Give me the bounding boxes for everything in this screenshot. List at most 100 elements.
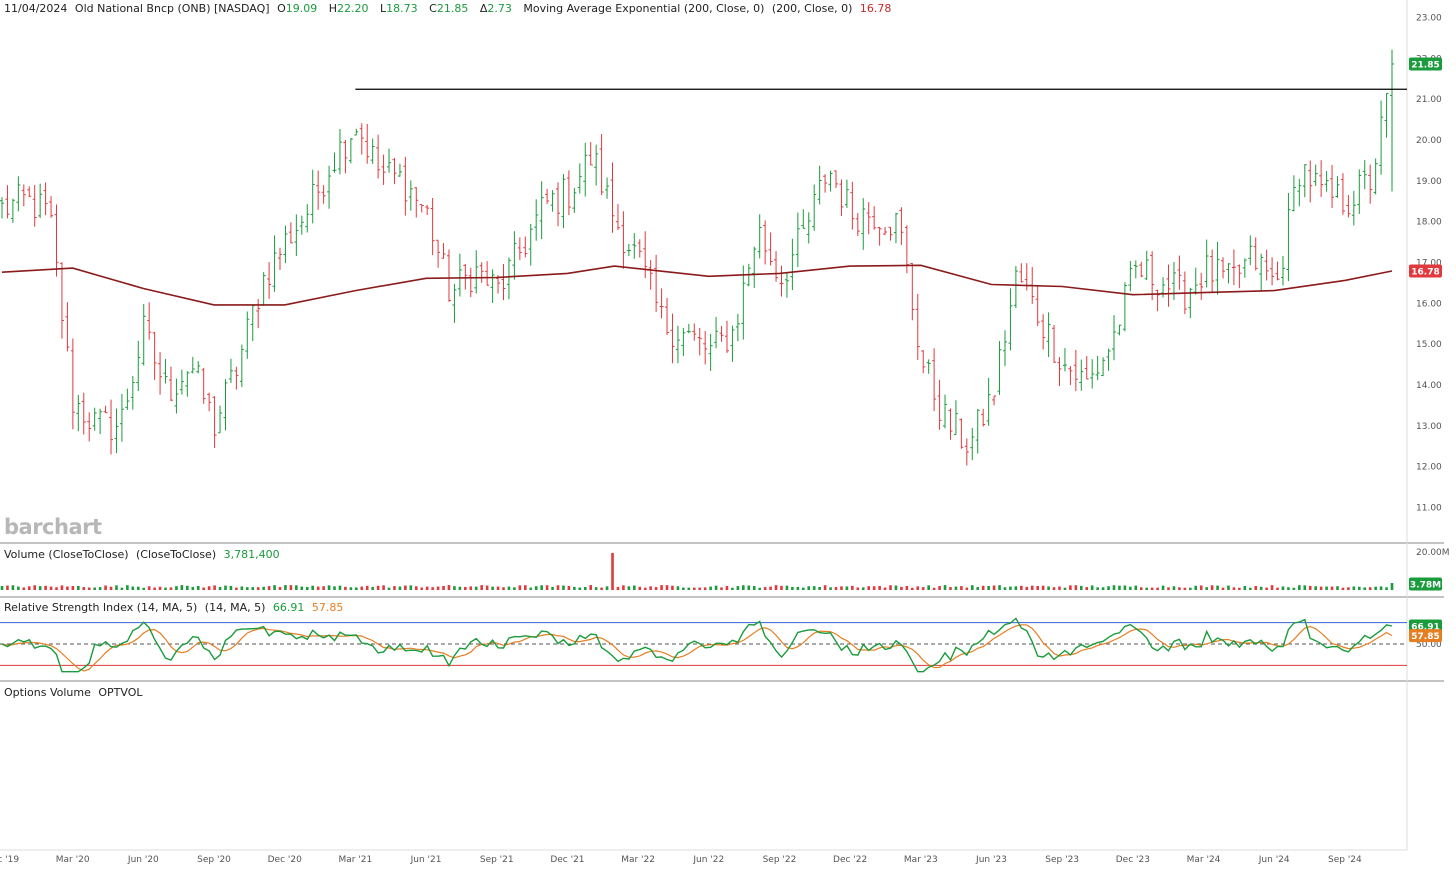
- volume-bar: [218, 586, 222, 590]
- volume-bar: [894, 585, 898, 590]
- volume-bar: [420, 587, 424, 590]
- rsi-title[interactable]: Relative Strength Index (14, MA, 5): [4, 601, 198, 614]
- volume-bar: [1112, 585, 1116, 590]
- volume-bar: [1003, 587, 1007, 590]
- volume-bar: [458, 586, 462, 590]
- volume-bar: [300, 586, 304, 590]
- volume-bar: [1341, 587, 1345, 590]
- time-tick-label: Jun '20: [127, 855, 159, 865]
- volume-bar: [529, 587, 533, 590]
- volume-bar: [1199, 585, 1203, 590]
- volume-bar: [126, 585, 129, 590]
- header-study[interactable]: Moving Average Exponential (200, Close, …: [523, 2, 765, 15]
- volume-bar: [349, 587, 353, 590]
- ema-line-group: [1, 264, 1393, 306]
- volume-bar: [889, 585, 892, 590]
- volume-bar: [698, 587, 702, 590]
- volume-bar: [1325, 586, 1328, 590]
- volume-bar: [622, 585, 625, 590]
- volume-bar: [251, 587, 255, 590]
- volume-bar: [1025, 586, 1029, 590]
- time-tick-label: Mar '20: [56, 855, 90, 865]
- volume-bar: [66, 586, 69, 590]
- time-tick-label: Sep '20: [197, 855, 231, 865]
- volume-bar: [872, 586, 876, 590]
- price-tick-label: 13.00: [1416, 422, 1442, 432]
- rsi-mid-tick: 50.00: [1416, 640, 1442, 650]
- volume-bar: [474, 586, 478, 590]
- volume-bar: [1374, 586, 1377, 590]
- close-value: 21.85: [436, 2, 469, 15]
- volume-bar: [1330, 586, 1334, 590]
- header-high: H22.20: [329, 2, 373, 15]
- volume-bar: [970, 585, 974, 590]
- time-tick-label: Jun '23: [975, 855, 1007, 865]
- volume-bar: [469, 586, 473, 590]
- open-value: 19.09: [285, 2, 318, 15]
- volume-bar: [1194, 585, 1198, 590]
- rsi-ma-badge-bg: [1409, 629, 1442, 643]
- time-tick-label: Mar '22: [621, 855, 655, 865]
- barchart-logo: barchart: [4, 515, 102, 539]
- volume-value: 3,781,400: [223, 548, 280, 561]
- volume-bar: [393, 586, 396, 590]
- time-tick-label: Dec '19: [0, 855, 19, 865]
- volume-bar: [305, 586, 309, 590]
- header-study-value: 16.78: [859, 2, 892, 15]
- price-tick-label: 17.00: [1416, 259, 1442, 269]
- volume-bar: [491, 586, 494, 590]
- volume-bar: [834, 587, 838, 590]
- volume-bar: [33, 585, 37, 590]
- ema-badge-bg: [1409, 264, 1442, 278]
- volume-bar: [725, 585, 729, 590]
- volume-bar: [1243, 586, 1247, 590]
- volume-bar: [109, 586, 113, 590]
- volume-bar: [1265, 587, 1268, 590]
- volume-bar: [1347, 587, 1350, 590]
- volume-bar: [344, 586, 347, 590]
- volume-bar: [1009, 586, 1012, 590]
- volume-bar: [747, 585, 751, 590]
- volume-bar: [1205, 587, 1208, 590]
- close-label: C: [429, 2, 437, 15]
- volume-bar: [932, 587, 936, 590]
- volume-bar: [1183, 587, 1187, 590]
- price-tick-label: 20.00: [1416, 136, 1442, 146]
- volume-bar: [692, 587, 696, 590]
- volume-bar: [780, 585, 783, 590]
- volume-bar: [949, 587, 952, 590]
- volume-bar: [387, 587, 391, 590]
- volume-bar: [1058, 586, 1061, 590]
- header-symbol[interactable]: Old National Bncp (ONB) [NASDAQ]: [74, 2, 270, 15]
- volume-bar: [731, 587, 734, 590]
- volume-bar: [954, 586, 958, 590]
- volume-bar: [360, 586, 364, 590]
- volume-bar: [414, 586, 418, 590]
- volume-bar: [1030, 585, 1034, 590]
- volume-bar: [763, 587, 767, 590]
- volume-bar: [927, 585, 930, 590]
- volume-bar: [654, 587, 658, 590]
- volume-bar: [605, 586, 609, 590]
- volume-bar: [1085, 587, 1089, 590]
- volume-bar: [485, 585, 489, 590]
- ema-200-line: [1, 264, 1393, 306]
- options-title[interactable]: Options Volume: [4, 686, 91, 699]
- time-axis: Dec '19 Mar '20 Jun '20 Sep '20 Dec '20 Mar '…: [0, 855, 1362, 865]
- header-study-params: (200, Close, 0): [771, 2, 853, 15]
- volume-bar: [703, 587, 707, 590]
- volume-bar: [169, 587, 173, 590]
- volume-bar: [1319, 586, 1323, 590]
- volume-bar: [1314, 586, 1317, 590]
- time-tick-label: Sep '22: [763, 855, 797, 865]
- volume-title[interactable]: Volume (CloseToClose): [4, 548, 129, 561]
- volume-bar: [965, 587, 969, 590]
- volume-bar: [1221, 587, 1225, 590]
- volume-bar: [1292, 587, 1296, 590]
- volume-bar: [1074, 585, 1078, 590]
- volume-bar: [867, 586, 871, 590]
- ohlc-bars: [0, 49, 1394, 466]
- volume-bar: [736, 586, 740, 590]
- volume-bar: [801, 587, 805, 590]
